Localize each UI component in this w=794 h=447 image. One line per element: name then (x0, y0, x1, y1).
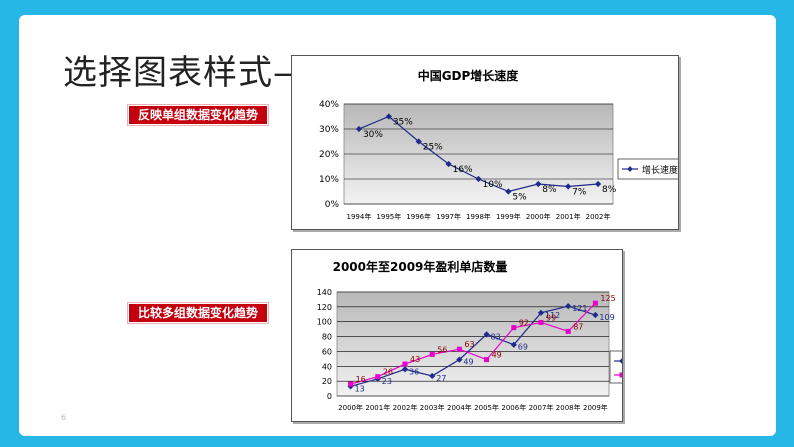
data-label: 16% (453, 165, 473, 175)
y-tick-label: 140 (317, 288, 332, 297)
y-tick-label: 40 (322, 362, 332, 371)
data-point (348, 381, 354, 387)
x-tick-label: 2001年 (556, 212, 581, 221)
x-tick-label: 2001年 (365, 403, 390, 412)
data-point (401, 366, 409, 373)
data-label: 56 (437, 345, 447, 354)
y-tick-label: 120 (317, 303, 332, 312)
y-tick-label: 40% (319, 100, 339, 110)
y-tick-label: 60 (322, 347, 332, 356)
data-point (538, 319, 544, 325)
data-label: 87 (573, 322, 583, 331)
data-point (456, 346, 462, 352)
chart-title: 中国GDP增长速度 (418, 68, 520, 83)
y-tick-label: 10% (319, 175, 339, 185)
stores-line-chart: 2000年至2009年盈利单店数量 0 20 40 60 80 100 120 140 2000年… (317, 259, 667, 412)
data-label: 92 (519, 319, 529, 328)
data-label: 8% (542, 185, 557, 195)
data-label: 27 (436, 374, 446, 383)
legend-marker (627, 166, 633, 172)
data-label: 36 (409, 367, 419, 376)
x-tick-label: 1994年 (347, 212, 372, 221)
legend-marker (619, 372, 625, 378)
data-label: 121 (572, 304, 587, 313)
data-label: 49 (463, 358, 473, 367)
data-label: 35% (393, 118, 413, 128)
data-label: 5% (512, 193, 527, 203)
single-series-tag: 反映单组数据变化趋势 (127, 104, 270, 126)
data-point (505, 188, 512, 195)
legend-box (609, 350, 667, 384)
data-label: 26 (383, 368, 393, 377)
data-point (592, 300, 598, 306)
data-label: 112 (545, 311, 560, 320)
data-label: 8% (602, 185, 617, 195)
data-label: 25% (423, 143, 443, 153)
gdp-line-chart: 中国GDP增长速度 0% 10% 20% 30% 40% 1994年 1995年 1996年 19… (319, 68, 693, 221)
data-label: 63 (464, 340, 474, 349)
slide: 选择图表样式——折线图 反映单组数据变化趋势 比较多组数据变化趋势 中国GDP增… (19, 15, 776, 436)
data-point (475, 175, 482, 183)
y-tick-label: 20 (322, 377, 332, 386)
x-tick-label: 2002年 (586, 212, 611, 221)
x-tick-label: 2003年 (420, 403, 445, 412)
x-tick-label: 2005年 (474, 403, 499, 412)
y-tick-label: 100 (317, 318, 332, 327)
y-tick-label: 20% (319, 150, 339, 160)
y-tick-label: 0% (325, 200, 340, 210)
x-tick-label: 2008年 (556, 403, 581, 412)
data-point (429, 351, 435, 357)
x-tick-label: 2000年 (526, 212, 551, 221)
x-tick-label: 1999年 (496, 212, 521, 221)
data-point (565, 328, 571, 334)
x-tick-label: 2002年 (393, 403, 418, 412)
x-tick-label: 2009年 (583, 403, 608, 412)
data-point (484, 357, 490, 363)
data-label: 99 (546, 313, 556, 322)
x-tick-label: 1995年 (376, 212, 401, 221)
x-tick-label: 1996年 (406, 212, 431, 221)
chart-title: 2000年至2009年盈利单店数量 (333, 259, 508, 274)
stores-chart-box: 2000年至2009年盈利单店数量 0 20 40 60 80 100 120 140 2000年… (291, 249, 667, 422)
x-tick-label: 2000年 (338, 403, 363, 412)
x-tick-label: 2004年 (447, 403, 472, 412)
data-point (456, 356, 463, 363)
data-point (375, 374, 381, 380)
x-tick-label: 2007年 (529, 403, 554, 412)
multi-series-tag: 比较多组数据变化趋势 (127, 302, 270, 324)
data-label: 13 (355, 384, 365, 393)
data-point (511, 325, 517, 331)
data-label: 23 (382, 377, 392, 386)
y-tick-label: 0 (327, 392, 332, 401)
series-line (350, 305, 596, 387)
data-label: 7% (572, 188, 587, 198)
data-label: 49 (492, 351, 502, 360)
data-label: 83 (491, 332, 501, 341)
data-label: 109 (599, 313, 614, 322)
x-tick-label: 1997年 (436, 212, 461, 221)
x-tick-label: 1998年 (466, 212, 491, 221)
y-tick-label: 30% (319, 125, 339, 135)
series-line (350, 302, 596, 385)
legend-label: 增长速度 (642, 164, 678, 176)
x-tick-label: 2006年 (501, 403, 526, 412)
y-tick-label: 80 (322, 333, 332, 342)
data-label: 30% (363, 130, 383, 140)
data-label: 16 (356, 375, 366, 384)
data-label: 69 (518, 343, 528, 352)
data-point (445, 160, 452, 168)
data-label: 125 (600, 294, 615, 303)
data-label: 43 (410, 355, 420, 364)
slide-number: 6 (61, 413, 67, 422)
data-point (402, 361, 408, 367)
gdp-chart-box: 中国GDP增长速度 0% 10% 20% 30% 40% 1994年 1995年 1996年 19… (291, 55, 693, 230)
data-label: 10% (483, 180, 503, 190)
